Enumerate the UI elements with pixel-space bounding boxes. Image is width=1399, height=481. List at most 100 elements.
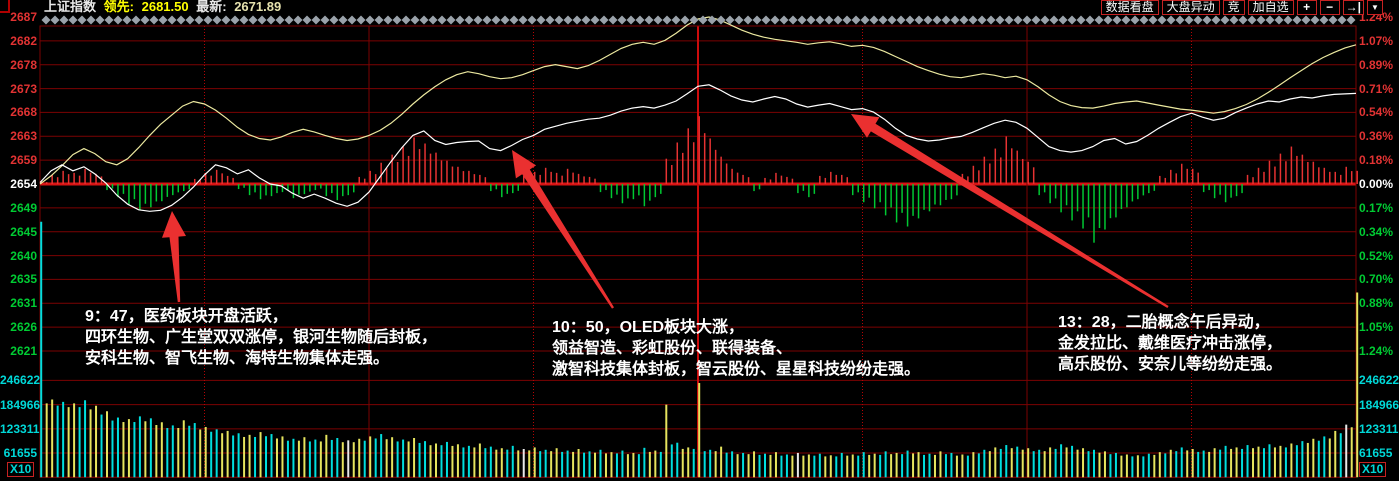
diamond-border [122,15,132,25]
price-label: 2645 [10,224,37,239]
diamond-border [1139,15,1149,25]
diamond-border [536,15,546,25]
volume-label: 184966 [1359,397,1399,412]
percent-label: 0.54% [1359,105,1394,120]
annotation-line: 9：47，医药板块开盘活跃， [85,308,288,325]
diamond-border [410,15,420,25]
add-watchlist-button[interactable]: 加自选 [1247,0,1294,15]
zoom-out-icon[interactable]: − [1319,0,1340,15]
data-watch-button[interactable]: 数据看盘 [1100,0,1159,15]
price-label: 2687 [10,10,37,24]
price-label: 2621 [10,343,37,358]
diamond-border [779,15,789,25]
diamond-border [653,15,663,25]
diamond-border [1067,15,1077,25]
diamond-border [1238,15,1248,25]
diamond-border [275,15,285,25]
diamond-border [734,15,744,25]
diamond-border [482,15,492,25]
toolbar: 数据看盘 大盘异动竞加自选 + − →| ▼ [1100,0,1383,15]
diamond-border [545,15,555,25]
diamond-border [644,15,654,25]
percent-label: 0.52% [1359,248,1394,263]
percent-label: 0.00% [1359,176,1394,191]
diamond-border [185,15,195,25]
diamond-border [896,15,906,25]
percent-label: 0.70% [1359,272,1394,287]
diamond-border [68,15,78,25]
diamond-border [824,15,834,25]
percent-label: 0.88% [1359,296,1394,311]
diamond-border [887,15,897,25]
dropdown-icon[interactable]: ▼ [1367,0,1383,15]
index-name: 上证指数 [44,0,97,14]
diamond-border [707,15,717,25]
diamond-border [284,15,294,25]
diamond-border [104,15,114,25]
price-label: 2649 [10,200,37,215]
percent-label: 0.71% [1359,81,1394,96]
diamond-border [77,15,87,25]
percent-label: 0.36% [1359,129,1394,144]
diamond-border [230,15,240,25]
diamond-border [500,15,510,25]
diamond-border [1202,15,1212,25]
diamond-border [1148,15,1158,25]
diamond-border [212,15,222,25]
diamond-border [131,15,141,25]
diamond-border [905,15,915,25]
diamond-border [1346,15,1356,25]
diamond-border [1274,15,1284,25]
diamond-border [608,15,618,25]
diamond-border [1166,15,1176,25]
market-move-button[interactable]: 大盘异动 [1161,0,1220,15]
diamond-border [761,15,771,25]
volume-label: 61655 [3,446,37,461]
diamond-border [86,15,96,25]
volume-label: 184966 [0,397,41,412]
diamond-border [437,15,447,25]
price-label: 2668 [10,105,37,120]
diamond-border [41,15,51,25]
annotation-line: 10：50，OLED板块大涨， [552,319,745,336]
annotation-arrow [512,150,614,309]
lead-line [39,16,1357,185]
percent-label: 1.24% [1359,343,1394,358]
percent-label: 1.05% [1359,320,1394,335]
price-label: 2682 [10,33,37,48]
diamond-border [950,15,960,25]
diamond-border [599,15,609,25]
diamond-border [365,15,375,25]
diamond-border [869,15,879,25]
diamond-border [851,15,861,25]
diamond-border [662,15,672,25]
diamond-border [626,15,636,25]
price-label: 2631 [10,296,37,311]
zoom-in-icon[interactable]: + [1296,0,1317,15]
volume-unit-left: X10 [7,462,35,477]
diamond-border [1247,15,1257,25]
latest-value: 2671.89 [234,0,282,14]
annotation-line: 激智科技集体封板，智云股份、星星科技纷纷走强。 [552,361,921,378]
annotation-line: 安科生物、智飞生物、海特生物集体走强。 [85,350,390,367]
diamond-border [788,15,798,25]
auction-button[interactable]: 竞 [1222,0,1245,15]
diamond-border [581,15,591,25]
diamond-border [1103,15,1113,25]
diamond-border [1265,15,1275,25]
diamond-border [554,15,564,25]
diamond-border [671,15,681,25]
diamond-border [1130,15,1140,25]
diamond-border [1031,15,1041,25]
volume-label: 61655 [1359,446,1393,461]
diamond-border [1184,15,1194,25]
jump-to-end-icon[interactable]: →| [1342,0,1364,15]
price-label: 2626 [10,320,37,335]
diamond-border [347,15,357,25]
diamond-border [221,15,231,25]
diamond-border [977,15,987,25]
diamond-border [1013,15,1023,25]
diamond-border [95,15,105,25]
